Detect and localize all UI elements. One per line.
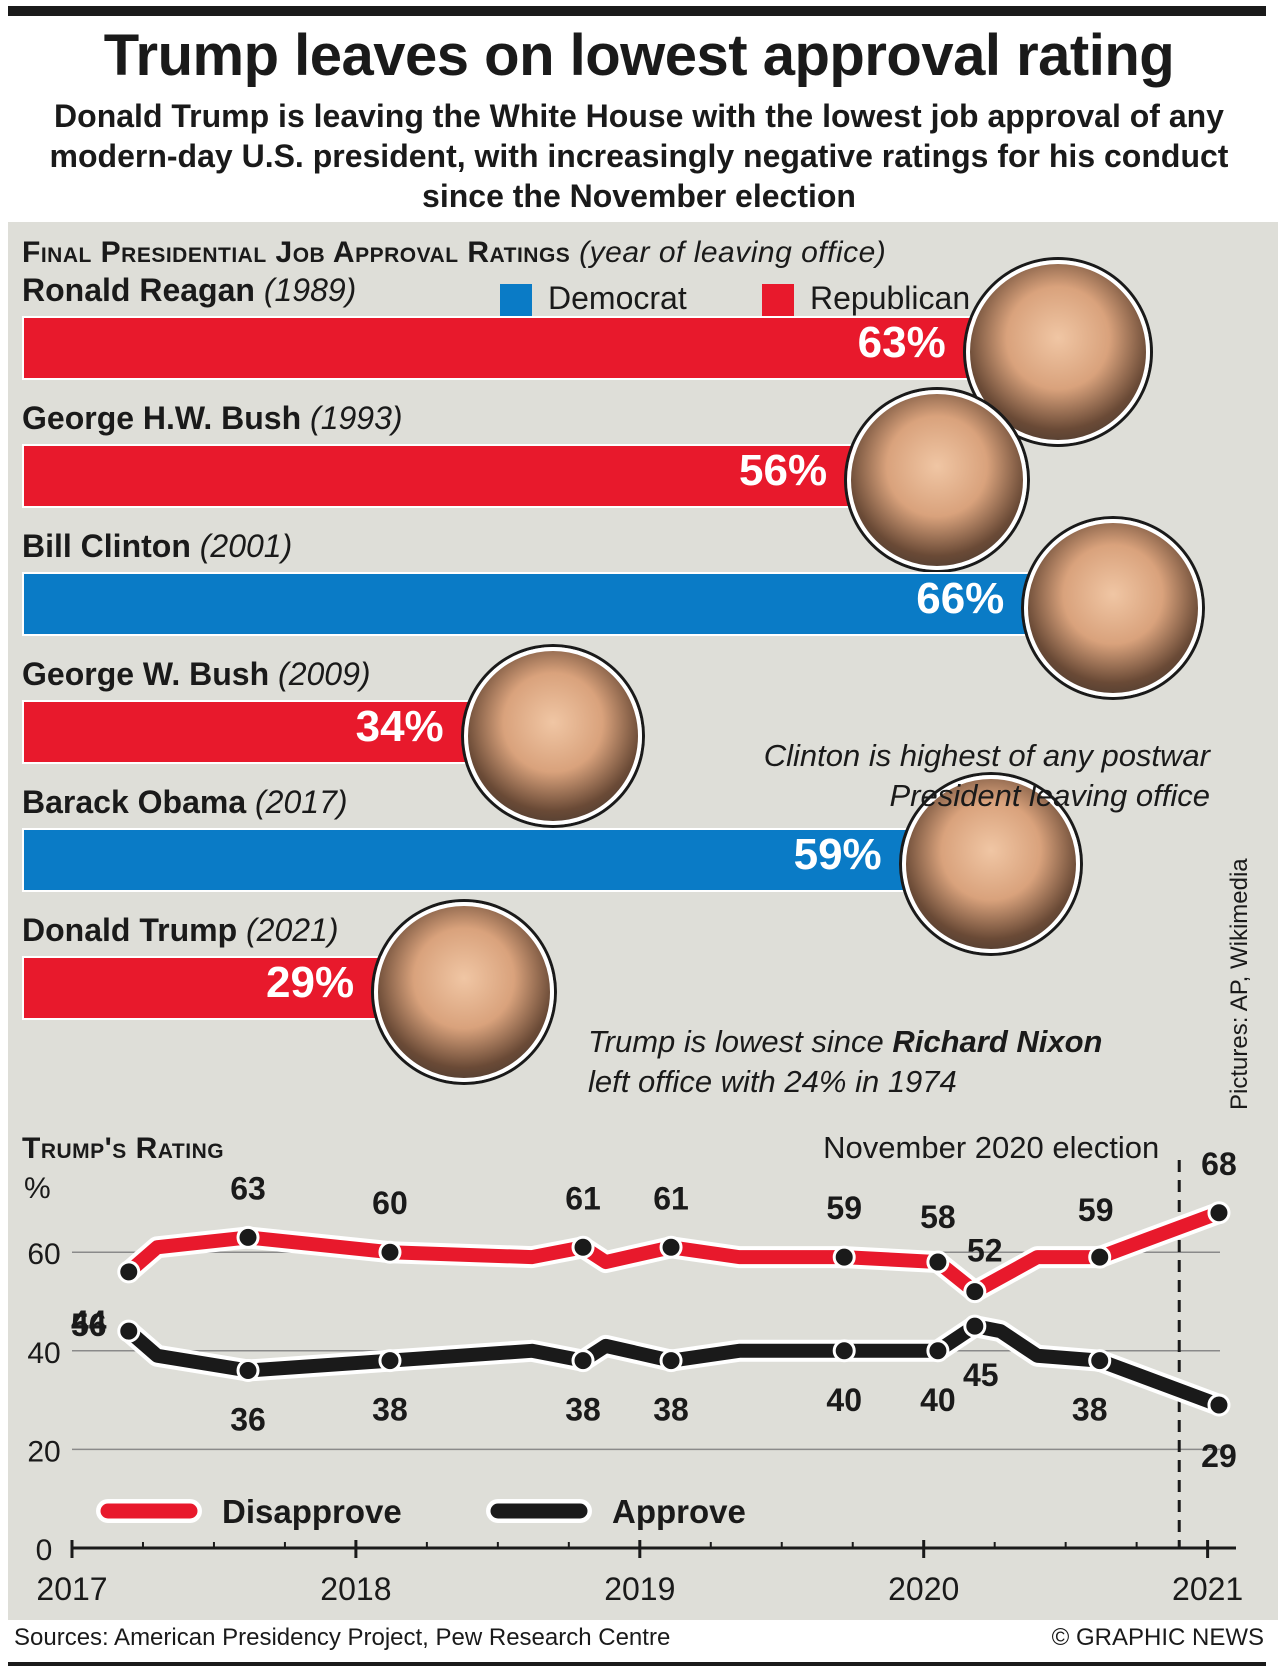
president-name-text: Barack Obama — [22, 784, 256, 820]
president-name-text: Donald Trump — [22, 912, 246, 948]
w-bush-portrait — [463, 647, 642, 825]
president-year: (1989) — [263, 272, 357, 308]
president-name: Barack Obama (2017) — [22, 784, 348, 821]
clinton-portrait — [1024, 519, 1203, 697]
president-name-text: Ronald Reagan — [22, 272, 264, 308]
president-name: Donald Trump (2021) — [22, 912, 339, 949]
trump-callout-line1: Trump is lowest since — [588, 1024, 893, 1059]
approval-value-label: 34% — [355, 702, 444, 751]
approval-bar — [22, 828, 1056, 892]
president-year: (2001) — [199, 528, 293, 564]
reagan-portrait — [965, 260, 1150, 444]
president-name: George W. Bush (2009) — [22, 656, 371, 693]
picture-credit: Pictures: AP, Wikimedia — [1226, 858, 1253, 1110]
approval-bar — [22, 444, 1004, 508]
clinton-callout-line2: President leaving office — [889, 778, 1210, 813]
approval-bar — [22, 316, 1126, 380]
obama-portrait — [901, 775, 1080, 953]
copyright-text: © GRAPHIC NEWS — [1051, 1624, 1264, 1651]
democrat-legend-swatch — [500, 284, 532, 316]
president-name-text: Bill Clinton — [22, 528, 200, 564]
president-year: (2021) — [246, 912, 339, 948]
approval-value-label: 59% — [793, 830, 882, 879]
trump-callout: Trump is lowest since Richard Nixon left… — [588, 1022, 1208, 1102]
page-subtitle: Donald Trump is leaving the White House … — [49, 98, 1229, 214]
sources-text: Sources: American Presidency Project, Pe… — [14, 1624, 671, 1651]
clinton-callout: Clinton is highest of any postwar Presid… — [580, 736, 1210, 816]
president-name: Bill Clinton (2001) — [22, 528, 292, 565]
approval-value-label: 63% — [857, 318, 946, 367]
bottom-rule — [8, 1662, 1266, 1666]
final-ratings-note: (year of leaving office) — [579, 236, 887, 269]
approval-value-label: 66% — [916, 574, 1005, 623]
top-rule — [8, 6, 1266, 16]
president-name-text: George W. Bush — [22, 656, 279, 692]
president-year: (2017) — [255, 784, 348, 820]
president-year: (2009) — [278, 656, 371, 692]
president-name: Ronald Reagan (1989) — [22, 272, 356, 309]
president-year: (1993) — [310, 400, 403, 436]
trump-callout-nixon: Richard Nixon — [892, 1024, 1103, 1059]
president-name-text: George H.W. Bush — [22, 400, 311, 436]
trump-portrait — [374, 902, 555, 1082]
republican-legend-label: Republican — [810, 280, 971, 316]
democrat-legend-label: Democrat — [548, 280, 687, 316]
final-ratings-heading: Final Presidential Job Approval Ratings … — [22, 236, 886, 270]
trump-callout-line2: left office with 24% in 1974 — [588, 1064, 957, 1099]
clinton-callout-line1: Clinton is highest of any postwar — [763, 738, 1210, 773]
republican-legend-swatch — [762, 284, 794, 316]
approval-bar — [22, 572, 1179, 636]
president-name: George H.W. Bush (1993) — [22, 400, 403, 437]
approval-value-label: 56% — [739, 446, 828, 495]
hw-bush-portrait — [847, 390, 1028, 570]
page-title: Trump leaves on lowest approval rating — [103, 23, 1175, 88]
final-ratings-label: Final Presidential Job Approval Ratings — [22, 236, 571, 269]
trump-rating-heading: Trump's Rating — [22, 1132, 225, 1165]
approval-value-label: 29% — [266, 958, 355, 1007]
